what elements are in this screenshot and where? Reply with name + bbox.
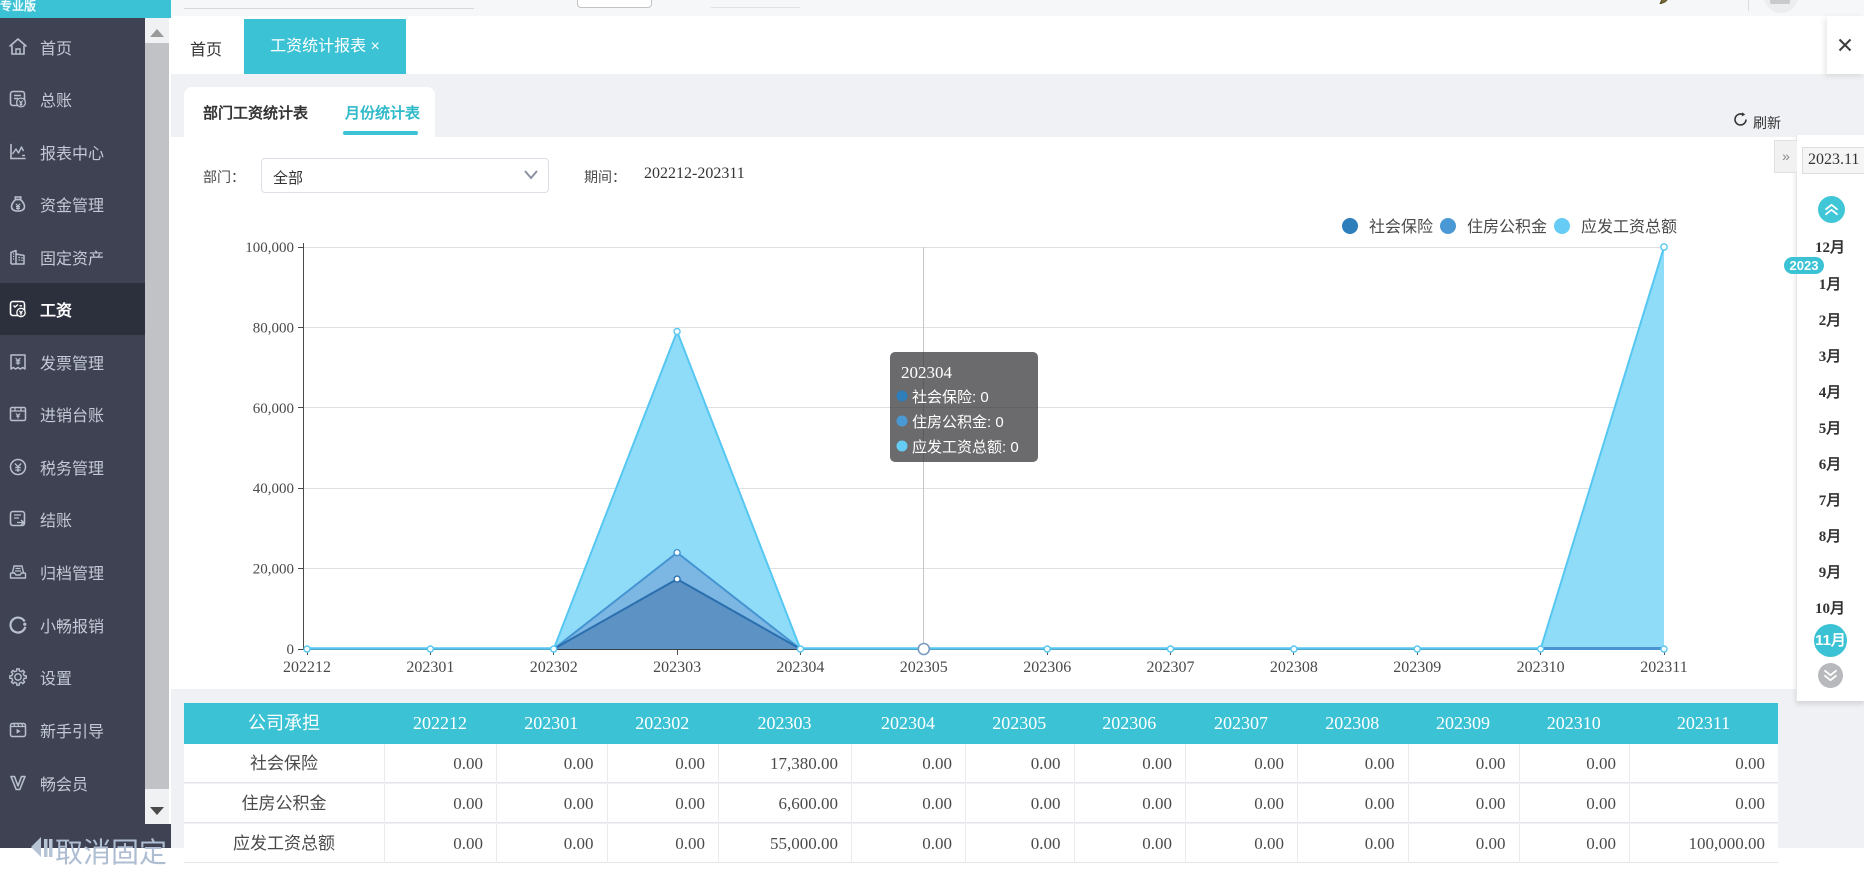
svg-text:202310: 202310 — [1517, 659, 1565, 676]
svg-text:住房公积金: 0: 住房公积金: 0 — [912, 414, 1004, 431]
svg-text:202303: 202303 — [653, 659, 701, 676]
svg-text:202306: 202306 — [1023, 659, 1071, 676]
svg-text:0: 0 — [287, 642, 295, 658]
svg-text:应发工资总额: 0: 应发工资总额: 0 — [912, 438, 1019, 456]
svg-text:80,000: 80,000 — [253, 320, 294, 336]
svg-text:202304: 202304 — [901, 363, 953, 382]
svg-text:202212: 202212 — [283, 659, 331, 676]
svg-text:社会保险: 社会保险 — [1369, 218, 1433, 236]
svg-text:202309: 202309 — [1393, 659, 1441, 676]
svg-text:社会保险: 0: 社会保险: 0 — [912, 389, 989, 406]
svg-text:20,000: 20,000 — [253, 562, 294, 578]
svg-text:60,000: 60,000 — [253, 401, 294, 417]
svg-text:202311: 202311 — [1640, 659, 1687, 676]
svg-text:40,000: 40,000 — [253, 481, 294, 497]
svg-text:应发工资总额: 应发工资总额 — [1581, 217, 1677, 236]
svg-text:202308: 202308 — [1270, 659, 1318, 676]
svg-text:202301: 202301 — [406, 659, 454, 676]
svg-text:202304: 202304 — [776, 659, 824, 676]
svg-text:100,000: 100,000 — [245, 240, 294, 256]
svg-text:202302: 202302 — [530, 659, 578, 676]
svg-text:202305: 202305 — [900, 659, 948, 676]
svg-text:住房公积金: 住房公积金 — [1467, 218, 1547, 236]
svg-text:202307: 202307 — [1147, 659, 1195, 676]
